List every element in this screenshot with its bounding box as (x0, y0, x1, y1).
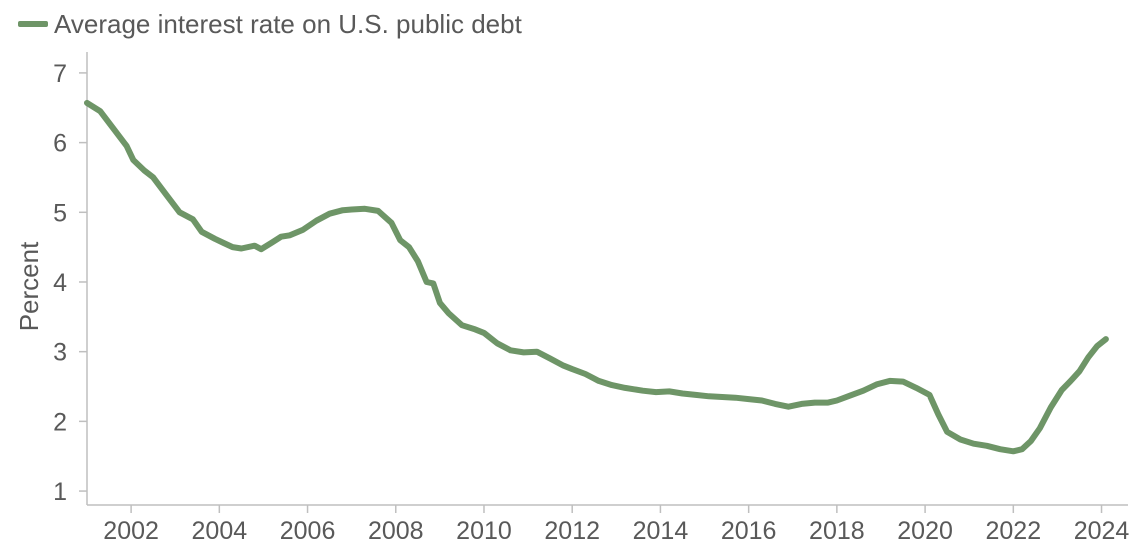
x-tick-label: 2022 (986, 517, 1042, 544)
y-tick-label: 2 (53, 408, 67, 436)
x-tick-label: 2006 (280, 517, 336, 544)
x-tick-label: 2016 (721, 517, 777, 544)
x-tick-label: 2020 (897, 517, 953, 544)
x-tick-label: 2014 (633, 517, 689, 544)
x-tick-label: 2004 (192, 517, 248, 544)
series-line (87, 103, 1106, 451)
y-tick-label: 7 (53, 60, 67, 88)
legend: Average interest rate on U.S. public deb… (18, 9, 522, 39)
x-tick-label: 2002 (103, 517, 159, 544)
y-tick-label: 6 (53, 130, 67, 158)
x-tick-label: 2024 (1074, 517, 1130, 544)
x-tick-label: 2010 (456, 517, 512, 544)
y-tick-label: 1 (53, 478, 67, 506)
y-axis-title: Percent (14, 241, 44, 331)
x-tick-label: 2012 (544, 517, 600, 544)
legend-swatch (18, 21, 48, 27)
y-tick-label: 5 (53, 199, 67, 227)
legend-label: Average interest rate on U.S. public deb… (54, 9, 522, 40)
y-tick-label: 4 (53, 269, 67, 297)
x-tick-label: 2008 (368, 517, 424, 544)
x-tick-label: 2018 (809, 517, 865, 544)
y-tick-label: 3 (53, 339, 67, 367)
